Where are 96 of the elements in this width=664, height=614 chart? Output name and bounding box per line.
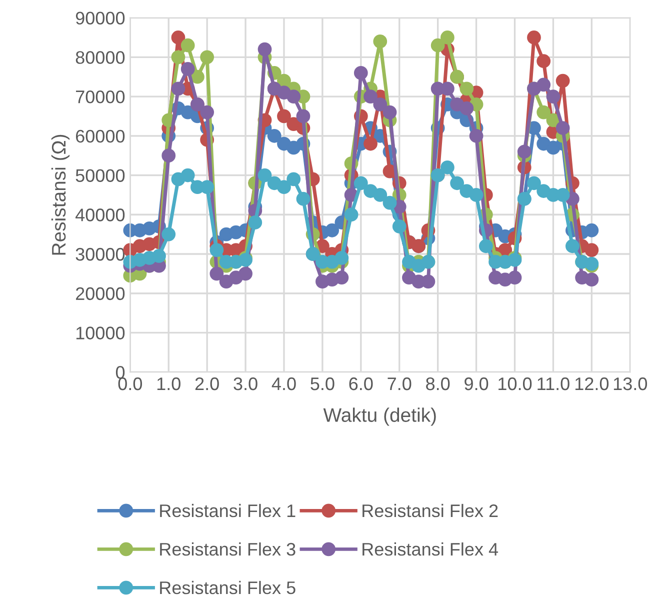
point <box>430 38 445 52</box>
point <box>373 97 388 112</box>
point <box>460 82 474 96</box>
x-tick-label: 8.0 <box>426 377 450 390</box>
point <box>382 196 397 210</box>
x-tick-label: 11.0 <box>538 377 570 390</box>
y-tick-label: 40000 <box>75 208 125 222</box>
point <box>469 128 484 143</box>
point <box>334 270 349 285</box>
y-tick-label: 70000 <box>76 90 125 104</box>
point <box>162 148 176 163</box>
y-tick-label: 10000 <box>76 326 125 340</box>
point <box>258 42 272 56</box>
point <box>440 30 454 44</box>
x-tick-label: 9.0 <box>464 377 488 390</box>
y-tick-label: 50000 <box>76 169 125 182</box>
point <box>200 180 214 194</box>
point <box>546 90 560 104</box>
point <box>460 101 474 116</box>
y-tick-label: 20000 <box>76 287 125 300</box>
point <box>382 105 397 120</box>
point <box>286 90 301 104</box>
y-tick-label: 0 <box>116 366 125 379</box>
legend-label: Resistansi Flex 4 <box>362 542 498 556</box>
point <box>373 188 388 202</box>
y-tick-label: 30000 <box>76 248 125 261</box>
point <box>440 82 454 96</box>
y-tick-label: 80000 <box>76 51 125 64</box>
point <box>296 192 310 206</box>
point <box>517 144 532 159</box>
point <box>248 216 262 230</box>
point <box>450 176 464 190</box>
point <box>171 30 186 44</box>
point <box>210 243 224 257</box>
x-tick-label: 3.0 <box>234 377 258 390</box>
point <box>364 90 378 104</box>
point <box>325 223 340 238</box>
legend-label: Resistansi Flex 5 <box>160 580 296 594</box>
x-tick-label: 13.0 <box>614 377 647 390</box>
point <box>536 105 551 120</box>
point <box>180 62 195 76</box>
x-tick-label: 10.0 <box>498 377 532 390</box>
x-tick-label: 6.0 <box>349 377 373 390</box>
point <box>171 50 186 64</box>
point <box>566 239 580 254</box>
point <box>296 109 310 124</box>
point <box>508 270 522 285</box>
point <box>200 50 214 64</box>
point <box>190 70 204 84</box>
point <box>536 78 551 92</box>
x-tick-label: 7.0 <box>388 377 412 390</box>
point <box>421 274 436 288</box>
point <box>556 121 570 135</box>
x-tick-label: 4.0 <box>272 377 296 390</box>
point <box>267 128 282 143</box>
point <box>373 34 388 48</box>
point <box>584 272 599 287</box>
point <box>180 168 195 182</box>
point <box>171 82 186 96</box>
point <box>584 243 599 257</box>
point <box>527 176 541 190</box>
x-tick-label: 5.0 <box>310 377 334 390</box>
point <box>556 74 570 88</box>
point <box>354 176 368 190</box>
y-axis-title: Resistansi (Ω) <box>51 134 70 255</box>
y-tick-label: 60000 <box>76 130 125 143</box>
x-tick-label: 2.0 <box>195 377 219 390</box>
point <box>258 168 272 182</box>
point <box>536 54 551 68</box>
point <box>334 250 349 265</box>
point <box>277 109 291 124</box>
y-tick-label: 90000 <box>76 12 125 25</box>
point <box>162 227 176 242</box>
point <box>286 172 301 186</box>
point <box>469 188 484 202</box>
legend-label: Resistansi Flex 1 <box>160 504 296 518</box>
point <box>392 219 406 234</box>
legend-label: Resistansi Flex 2 <box>362 504 498 518</box>
x-tick-label: 1.0 <box>157 377 180 390</box>
point <box>277 180 291 194</box>
point <box>527 30 541 44</box>
point <box>152 249 166 263</box>
point <box>584 223 599 238</box>
point <box>364 136 378 151</box>
point <box>210 266 224 281</box>
point <box>344 208 358 222</box>
point <box>238 266 252 281</box>
point <box>354 66 368 80</box>
point <box>180 38 195 52</box>
x-tick-label: 12.0 <box>575 377 609 390</box>
point <box>478 239 493 254</box>
point <box>440 160 454 174</box>
legend-label: Resistansi Flex 3 <box>160 542 296 556</box>
x-axis-title: Waktu (detik) <box>323 408 436 426</box>
point <box>200 105 214 120</box>
x-tick-label: 0.0 <box>118 377 142 390</box>
